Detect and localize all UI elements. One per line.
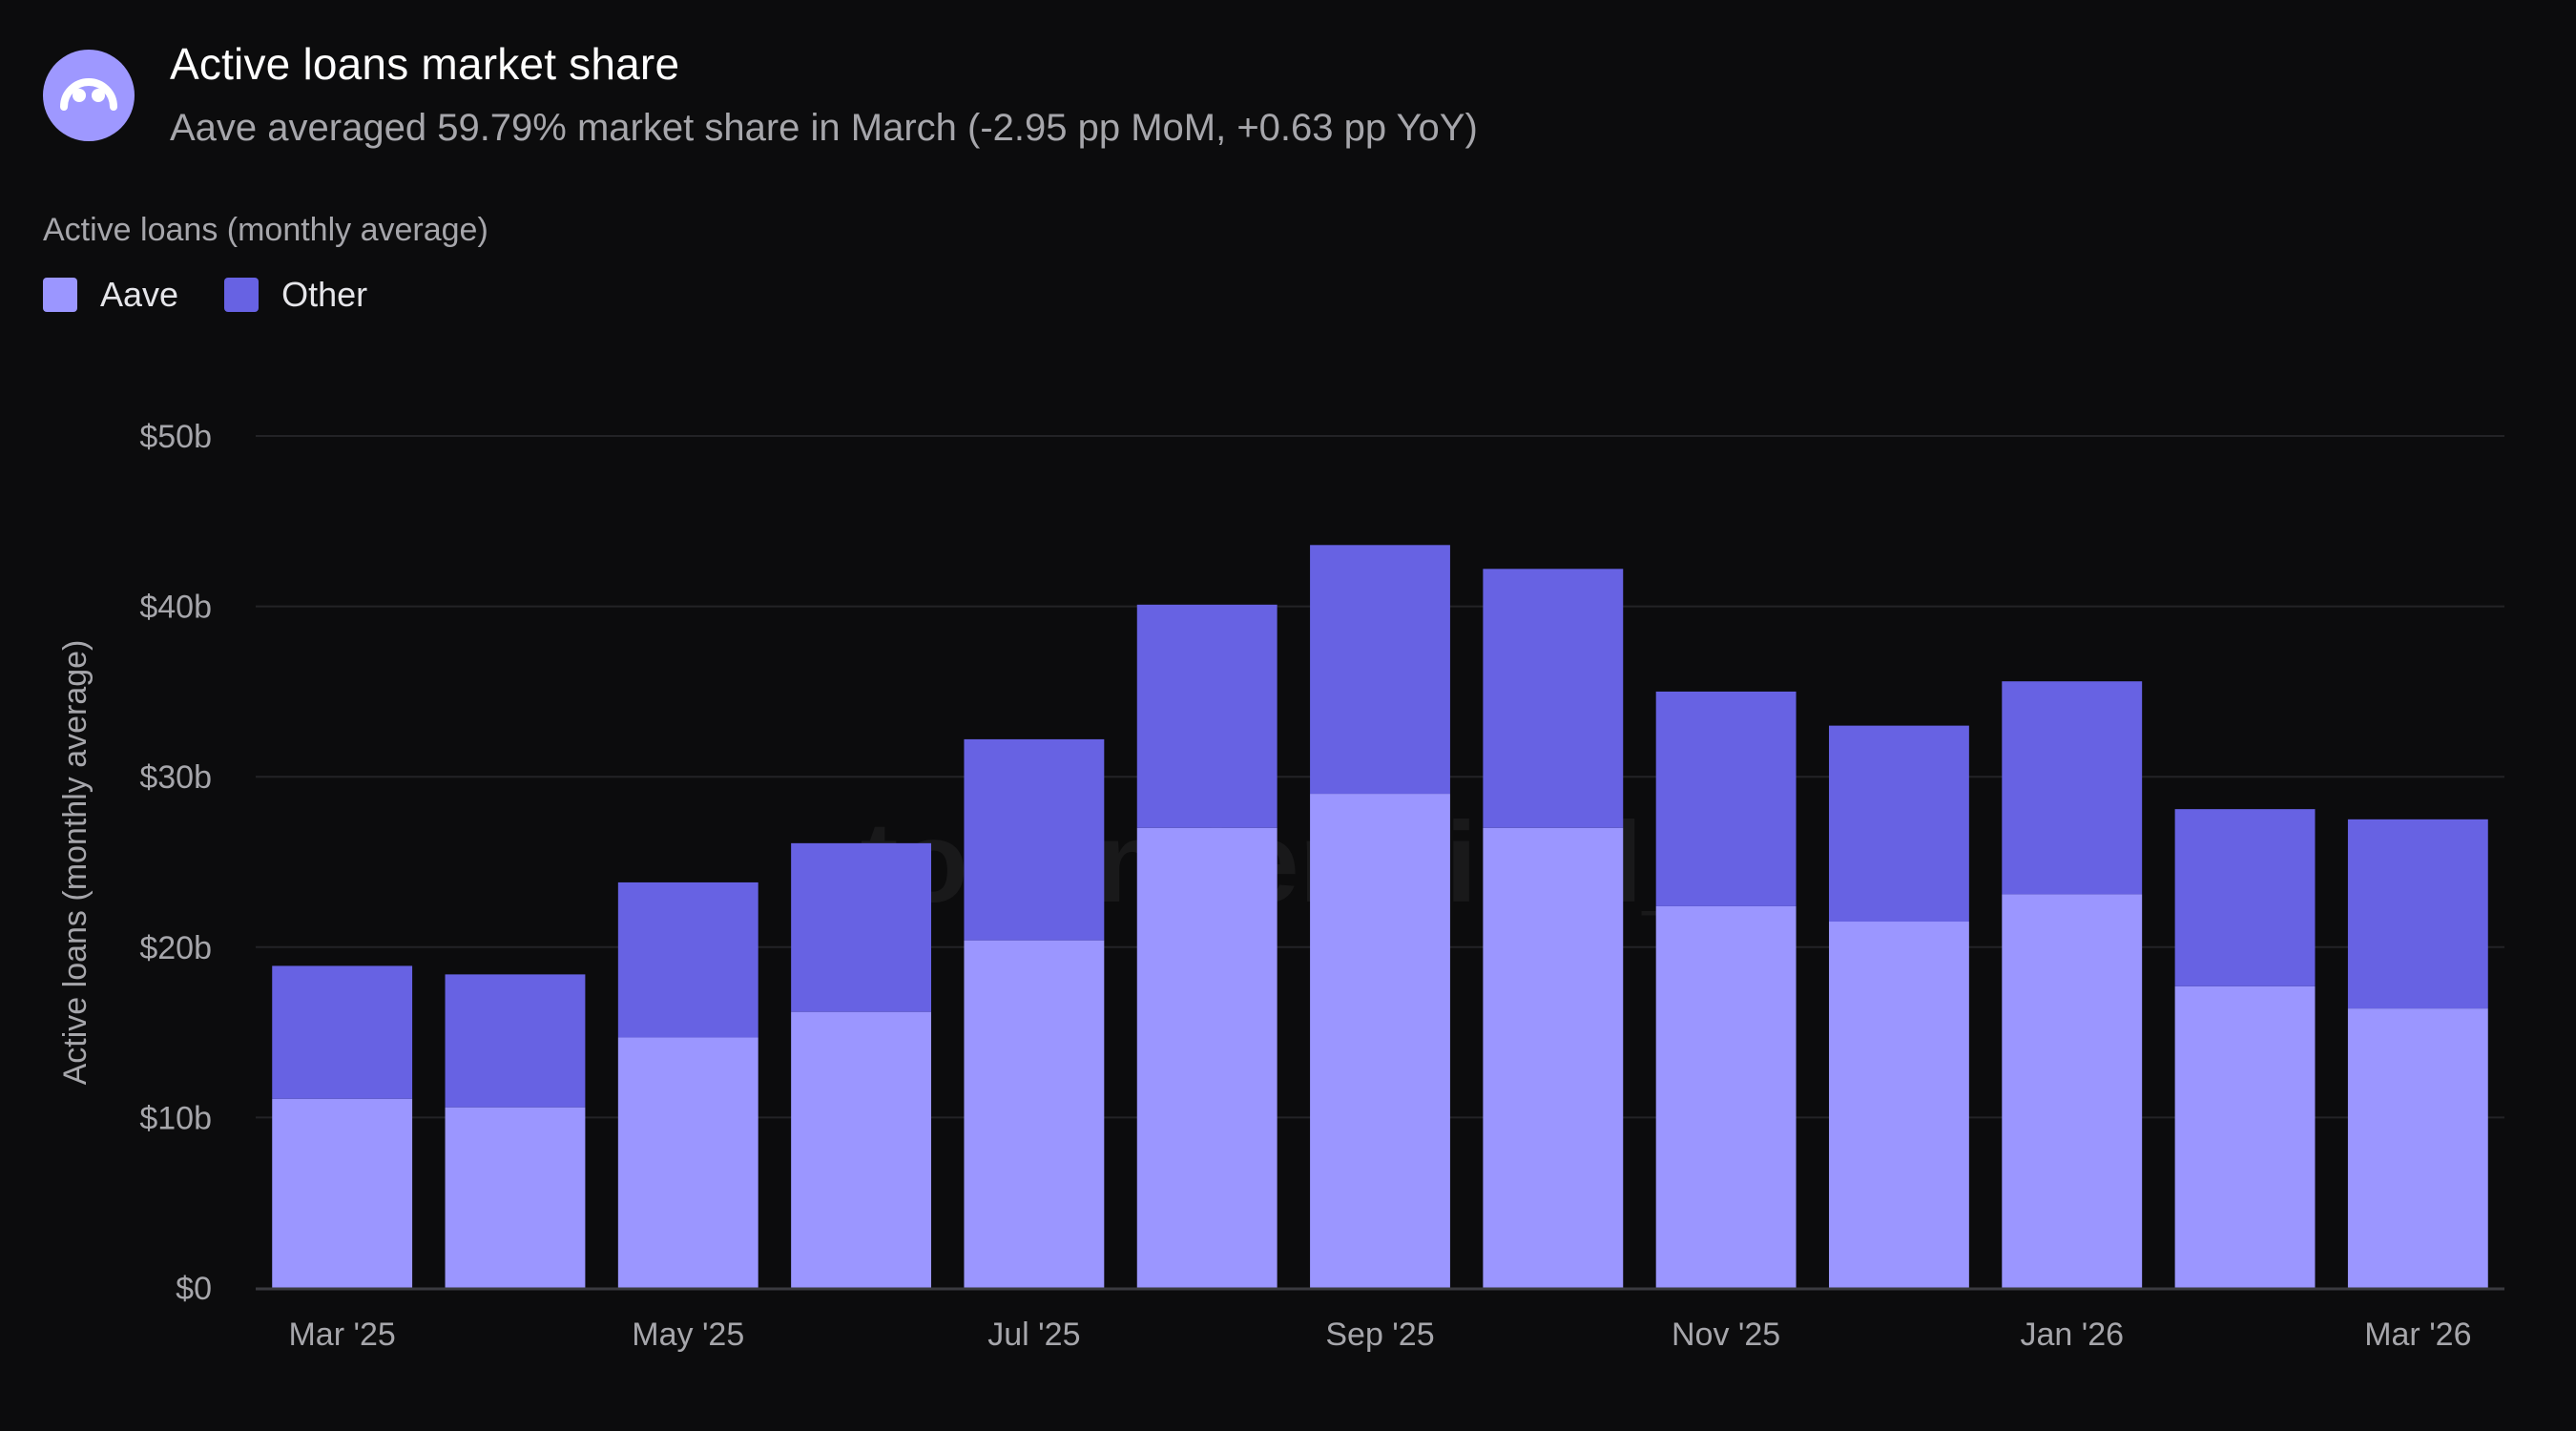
bar-aave-6[interactable]: [1310, 794, 1450, 1288]
y-tick-label: $30b: [139, 759, 212, 796]
legend-label-other: Other: [281, 275, 368, 314]
y-tick-label: $40b: [139, 590, 212, 626]
bar-aave-11[interactable]: [2174, 985, 2316, 1288]
y-axis-title: Active loans (monthly average): [57, 640, 93, 1086]
bar-other-0[interactable]: [272, 965, 413, 1099]
bar-aave-3[interactable]: [791, 1011, 932, 1288]
legend-swatch-other: [224, 278, 260, 312]
x-tick-label: Jan '26: [2020, 1317, 2124, 1353]
bar-aave-12[interactable]: [2347, 1008, 2488, 1288]
x-tick-label: Nov '25: [1672, 1317, 1780, 1353]
legend-item-other[interactable]: Other: [224, 275, 367, 315]
x-tick-label: Sep '25: [1325, 1317, 1434, 1353]
bar-other-3[interactable]: [791, 842, 932, 1012]
bar-other-11[interactable]: [2174, 809, 2316, 986]
chart-subtitle: Aave averaged 59.79% market share in Mar…: [170, 107, 1478, 149]
y-axis-ticks: $0 $10b $20b $30b $40b $50b: [139, 419, 212, 1307]
x-tick-label: Mar '26: [2364, 1317, 2471, 1353]
bar-other-9[interactable]: [1828, 725, 1969, 923]
x-tick-label: Jul '25: [987, 1317, 1080, 1353]
bar-aave-0[interactable]: [272, 1098, 413, 1288]
bar-aave-1[interactable]: [445, 1107, 586, 1288]
y-tick-label: $10b: [139, 1100, 212, 1136]
bar-aave-9[interactable]: [1828, 922, 1969, 1288]
legend-label-aave: Aave: [100, 275, 179, 314]
legend-title: Active loans (monthly average): [43, 212, 488, 248]
bar-other-6[interactable]: [1310, 545, 1450, 795]
bar-aave-8[interactable]: [1655, 905, 1797, 1288]
bar-other-4[interactable]: [964, 738, 1105, 941]
bar-other-7[interactable]: [1483, 569, 1624, 828]
bar-aave-4[interactable]: [964, 940, 1105, 1288]
bar-other-10[interactable]: [2002, 681, 2143, 895]
bar-aave-10[interactable]: [2002, 894, 2143, 1288]
bar-other-2[interactable]: [617, 881, 758, 1038]
legend: Aave Other: [43, 275, 367, 315]
bar-aave-2[interactable]: [617, 1037, 758, 1288]
chart-title: Active loans market share: [170, 39, 680, 89]
legend-swatch-aave: [43, 278, 77, 312]
bar-other-12[interactable]: [2347, 819, 2488, 1009]
bars: [272, 545, 2488, 1288]
y-tick-label: $0: [176, 1271, 212, 1307]
bar-other-1[interactable]: [445, 974, 586, 1108]
bar-other-8[interactable]: [1655, 691, 1797, 906]
bar-aave-5[interactable]: [1136, 827, 1278, 1288]
x-tick-label: Mar '25: [288, 1317, 395, 1353]
legend-item-aave[interactable]: Aave: [43, 275, 178, 315]
logo-icon: [43, 50, 135, 141]
x-axis-ticks: Mar '25 May '25 Jul '25 Sep '25 Nov '25 Jan '…: [288, 1317, 2471, 1353]
bar-other-5[interactable]: [1136, 604, 1278, 828]
bar-aave-7[interactable]: [1483, 827, 1624, 1288]
y-tick-label: $20b: [139, 930, 212, 966]
y-tick-label: $50b: [139, 419, 212, 455]
x-tick-label: May '25: [632, 1317, 744, 1353]
